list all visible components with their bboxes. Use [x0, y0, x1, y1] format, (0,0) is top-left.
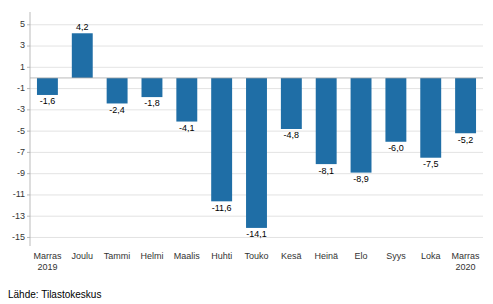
bar: [37, 78, 58, 95]
chart-container: -15-13-11-9-7-5-3-1135-1,64,2-2,4-1,8-4,…: [0, 0, 493, 304]
data-label: -11,6: [212, 203, 232, 213]
tick-label: -9: [17, 168, 25, 178]
bar: [316, 78, 337, 164]
tick-label: Joulu: [72, 251, 94, 261]
tick-mark: [27, 173, 30, 174]
tick-mark: [27, 131, 30, 132]
tick-label: -13: [12, 211, 25, 221]
tick-mark: [27, 46, 30, 47]
tick-mark: [27, 24, 30, 25]
tick-label: -3: [17, 104, 25, 114]
bar: [420, 78, 441, 158]
tick-label: Marras2019: [33, 251, 62, 272]
tick-label: 3: [20, 40, 25, 50]
tick-label: 5: [20, 19, 25, 29]
data-label: -4,8: [284, 130, 300, 140]
data-label: -1,6: [40, 96, 56, 106]
tick-mark: [27, 194, 30, 195]
tick-label: Syys: [386, 251, 406, 261]
data-label: -8,1: [318, 166, 334, 176]
grid-line: [30, 24, 483, 25]
bar: [211, 78, 232, 201]
data-label: 4,2: [76, 22, 89, 32]
tick-mark: [27, 67, 30, 68]
data-label: -4,1: [179, 123, 195, 133]
bar: [107, 78, 128, 104]
tick-label: -1: [17, 83, 25, 93]
tick-mark: [27, 216, 30, 217]
data-label: -2,4: [109, 105, 125, 115]
bar: [246, 78, 267, 228]
bar: [455, 78, 476, 133]
data-labels: -1,6 4,2 -2,4 -1,8 -4,1 -11,6 -14,1 -4,8 -8,1 -8,…: [40, 22, 474, 239]
tick-mark: [27, 152, 30, 153]
bar: [142, 78, 163, 97]
data-label: -6,0: [388, 143, 404, 153]
tick-label: Helmi: [140, 251, 163, 261]
tick-label: Kesä: [281, 251, 302, 261]
tick-label: Loka: [421, 251, 441, 261]
tick-label: -11: [13, 189, 25, 199]
source: Lähde: Tilastokeskus: [8, 289, 101, 300]
zero-line: [30, 77, 483, 78]
tick-label: Elo: [355, 251, 368, 261]
bar: [351, 78, 372, 173]
bar: [385, 78, 406, 142]
tick-label: Heinä: [314, 251, 338, 261]
grid-line: [30, 67, 483, 68]
data-label: -8,9: [353, 174, 369, 184]
tick-label: -5: [17, 126, 25, 136]
tick-label: -7: [17, 147, 25, 157]
bar: [72, 33, 93, 78]
bar: [176, 78, 197, 122]
tick-label: Huhti: [211, 251, 232, 261]
axis-line: [30, 12, 31, 246]
tick-label: -15: [12, 232, 25, 242]
data-label: -5,2: [458, 135, 474, 145]
grid: [30, 25, 483, 238]
bar: [281, 78, 302, 129]
tick-label: Maalis: [174, 251, 201, 261]
grid-line: [30, 46, 483, 47]
bars: [37, 33, 476, 228]
tick-label: Tammi: [104, 251, 131, 261]
data-label: -7,5: [423, 159, 439, 169]
tick-label: 1: [20, 62, 25, 72]
chart: -15-13-11-9-7-5-3-1135-1,64,2-2,4-1,8-4,…: [0, 0, 493, 304]
tick-label: Touko: [244, 251, 268, 261]
data-label: -14,1: [246, 229, 267, 239]
tick-mark: [27, 237, 30, 238]
tick-mark: [27, 88, 30, 89]
data-label: -1,8: [144, 98, 160, 108]
x-axis: Marras2019 Joulu Tammi Helmi Maalis Huhti Touk…: [33, 251, 480, 272]
tick-label: Marras2020: [452, 251, 481, 272]
y-axis: -15-13-11-9-7-5-3-1135: [12, 12, 30, 246]
tick-mark: [27, 109, 30, 110]
